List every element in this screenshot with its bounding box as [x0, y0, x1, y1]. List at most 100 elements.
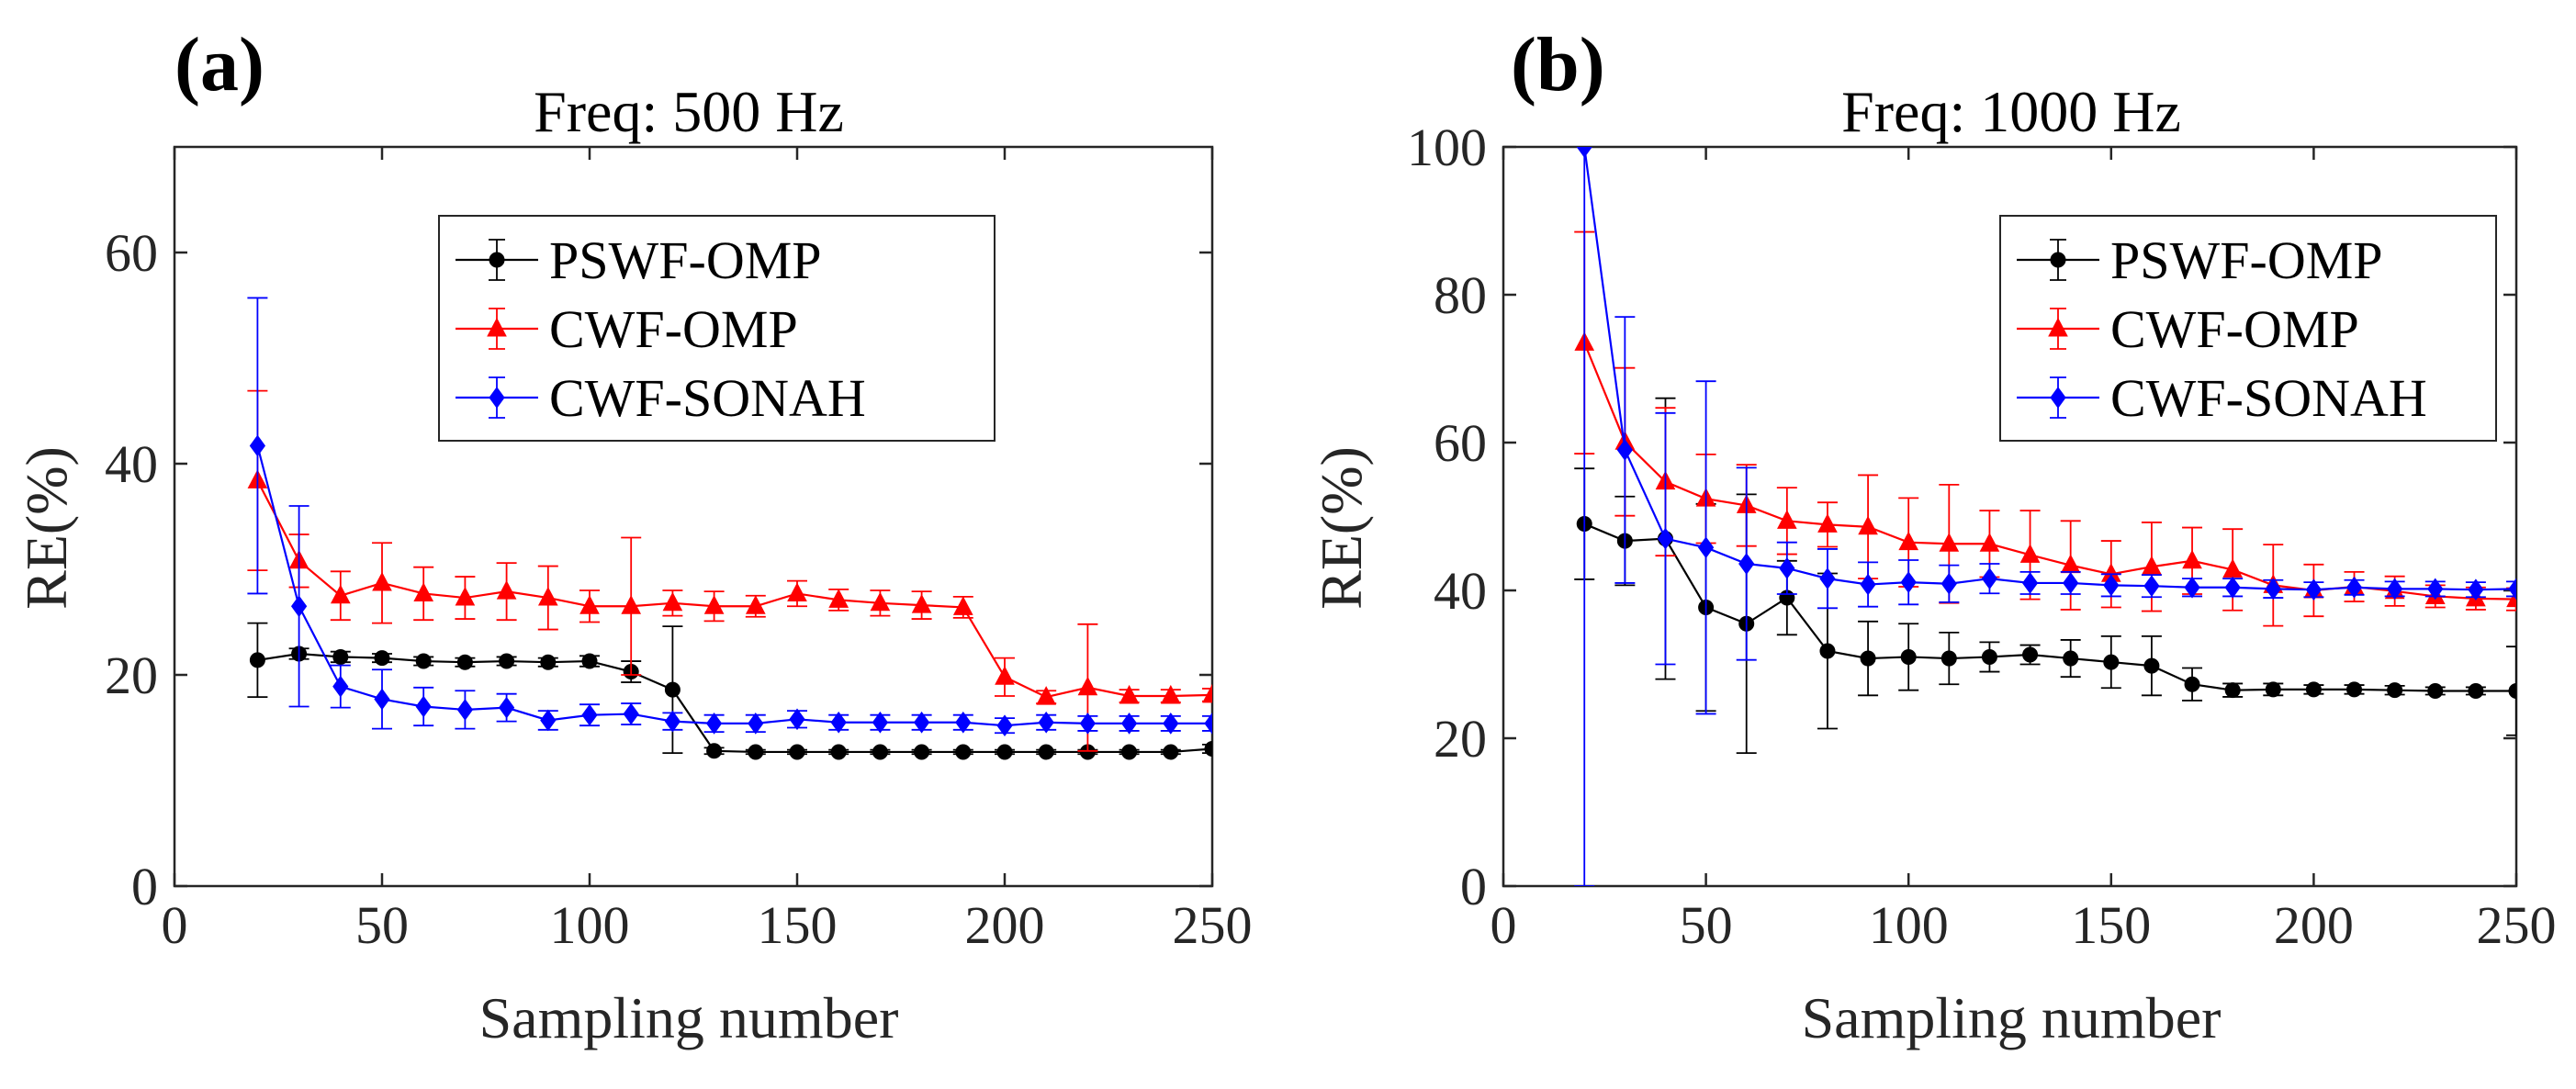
- panel-b-y-tick-label: 40: [1434, 561, 1487, 621]
- data-point: [456, 699, 474, 721]
- legend-marker: [487, 317, 507, 337]
- data-point: [1819, 643, 1836, 659]
- data-point: [581, 653, 598, 669]
- data-point: [996, 714, 1013, 737]
- legend-label: CWF-OMP: [549, 299, 798, 359]
- data-point: [1858, 515, 1878, 535]
- legend-label: PSWF-OMP: [2110, 230, 2383, 290]
- data-point: [290, 595, 308, 618]
- panel-a-series-pswf-omp: [247, 622, 1212, 760]
- panel-a-xlabel: Sampling number: [479, 985, 899, 1050]
- data-point: [621, 595, 642, 614]
- panel-b-x-tick-label: 0: [1490, 895, 1517, 955]
- data-point: [415, 695, 432, 718]
- data-point: [2508, 682, 2516, 699]
- data-point: [372, 571, 392, 591]
- data-point: [537, 586, 558, 606]
- data-point: [1163, 744, 1179, 760]
- data-point: [706, 743, 723, 759]
- data-point: [1900, 571, 1917, 593]
- panel-a-label: (a): [174, 22, 264, 107]
- data-point: [330, 584, 351, 604]
- data-point: [955, 711, 972, 734]
- data-point: [2387, 682, 2403, 699]
- panel-a-x-tick-label: 100: [550, 895, 630, 955]
- data-point: [748, 713, 764, 735]
- panel-b-x-tick-label: 100: [1869, 895, 1949, 955]
- data-point: [2387, 578, 2403, 601]
- data-point: [705, 713, 723, 735]
- data-point: [2346, 681, 2363, 698]
- data-point: [1819, 567, 1836, 589]
- panel-b: (b) Freq: 1000 Hz Sampling number RE(%) …: [1309, 22, 2557, 1050]
- data-point: [955, 744, 972, 760]
- data-point: [2224, 576, 2241, 599]
- data-point: [2468, 682, 2484, 699]
- panel-b-axes-box: [1502, 145, 2518, 888]
- panel-b-label: (b): [1511, 22, 1605, 107]
- data-point: [2508, 578, 2516, 601]
- panel-a-title: Freq: 500 Hz: [534, 79, 844, 144]
- panel-b-plot-area: 0 50 100 150 200 250 0 20 40 60 80 100 PSWF-OMP CWF-O…: [1407, 118, 2557, 955]
- data-point: [1940, 650, 1957, 667]
- data-point: [1940, 572, 1957, 595]
- panel-a-x-tick-label: 250: [1173, 895, 1253, 955]
- panel-b-y-tick-label: 0: [1460, 857, 1487, 916]
- data-point: [332, 648, 349, 665]
- data-point: [872, 744, 888, 760]
- data-point: [1697, 536, 1715, 559]
- data-point: [1204, 741, 1212, 757]
- data-point: [540, 654, 557, 670]
- data-point: [1121, 744, 1138, 760]
- data-point: [374, 688, 390, 711]
- data-point: [1119, 684, 1140, 704]
- series-line: [256, 479, 1212, 699]
- data-point: [2224, 682, 2241, 699]
- data-point: [914, 744, 930, 760]
- data-point: [703, 595, 725, 614]
- panel-b-x-tick-label: 250: [2477, 895, 2557, 955]
- data-point: [413, 582, 434, 601]
- data-point: [662, 591, 683, 612]
- data-point: [496, 580, 517, 600]
- data-point: [1860, 650, 1876, 667]
- data-point: [745, 595, 766, 614]
- data-point: [2143, 657, 2160, 674]
- data-point: [1898, 531, 1919, 551]
- data-point: [828, 589, 849, 608]
- data-point: [830, 744, 847, 760]
- panel-b-x-tick-label: 200: [2274, 895, 2354, 955]
- data-point: [830, 711, 847, 734]
- legend-item-cwf-sonah: CWF-SONAH: [456, 368, 866, 428]
- data-point: [2265, 681, 2281, 698]
- panel-a-legend: PSWF-OMP CWF-OMP CWF-SONAH: [438, 215, 996, 442]
- data-point: [952, 596, 973, 615]
- data-point: [1077, 676, 1098, 696]
- legend-marker: [2050, 252, 2066, 268]
- data-point: [1981, 567, 1998, 589]
- legend-label: PSWF-OMP: [549, 230, 822, 290]
- data-point: [1817, 513, 1838, 533]
- data-point: [2063, 650, 2079, 667]
- panel-b-series-cwf-sonah: [1574, 147, 2516, 886]
- panel-a-axes-box: [173, 145, 1214, 888]
- data-point: [2143, 575, 2160, 598]
- panel-b-xlabel: Sampling number: [1802, 985, 2222, 1050]
- panel-a-y-tick-label: 0: [131, 857, 158, 916]
- panel-a-x-tick-label: 0: [162, 895, 188, 955]
- legend-label: CWF-OMP: [2110, 299, 2359, 359]
- data-point: [1036, 686, 1057, 705]
- legend-item-pswf-omp: PSWF-OMP: [2017, 230, 2383, 290]
- panel-a-y-tick-label: 60: [105, 223, 158, 283]
- data-point: [1779, 556, 1795, 579]
- data-point: [2265, 578, 2281, 601]
- data-point: [2427, 682, 2444, 699]
- data-point: [456, 654, 473, 670]
- panel-a-y-tick-label: 20: [105, 646, 158, 705]
- data-point: [249, 652, 265, 668]
- data-point: [499, 653, 515, 669]
- data-point: [498, 696, 515, 719]
- data-point: [1160, 684, 1181, 704]
